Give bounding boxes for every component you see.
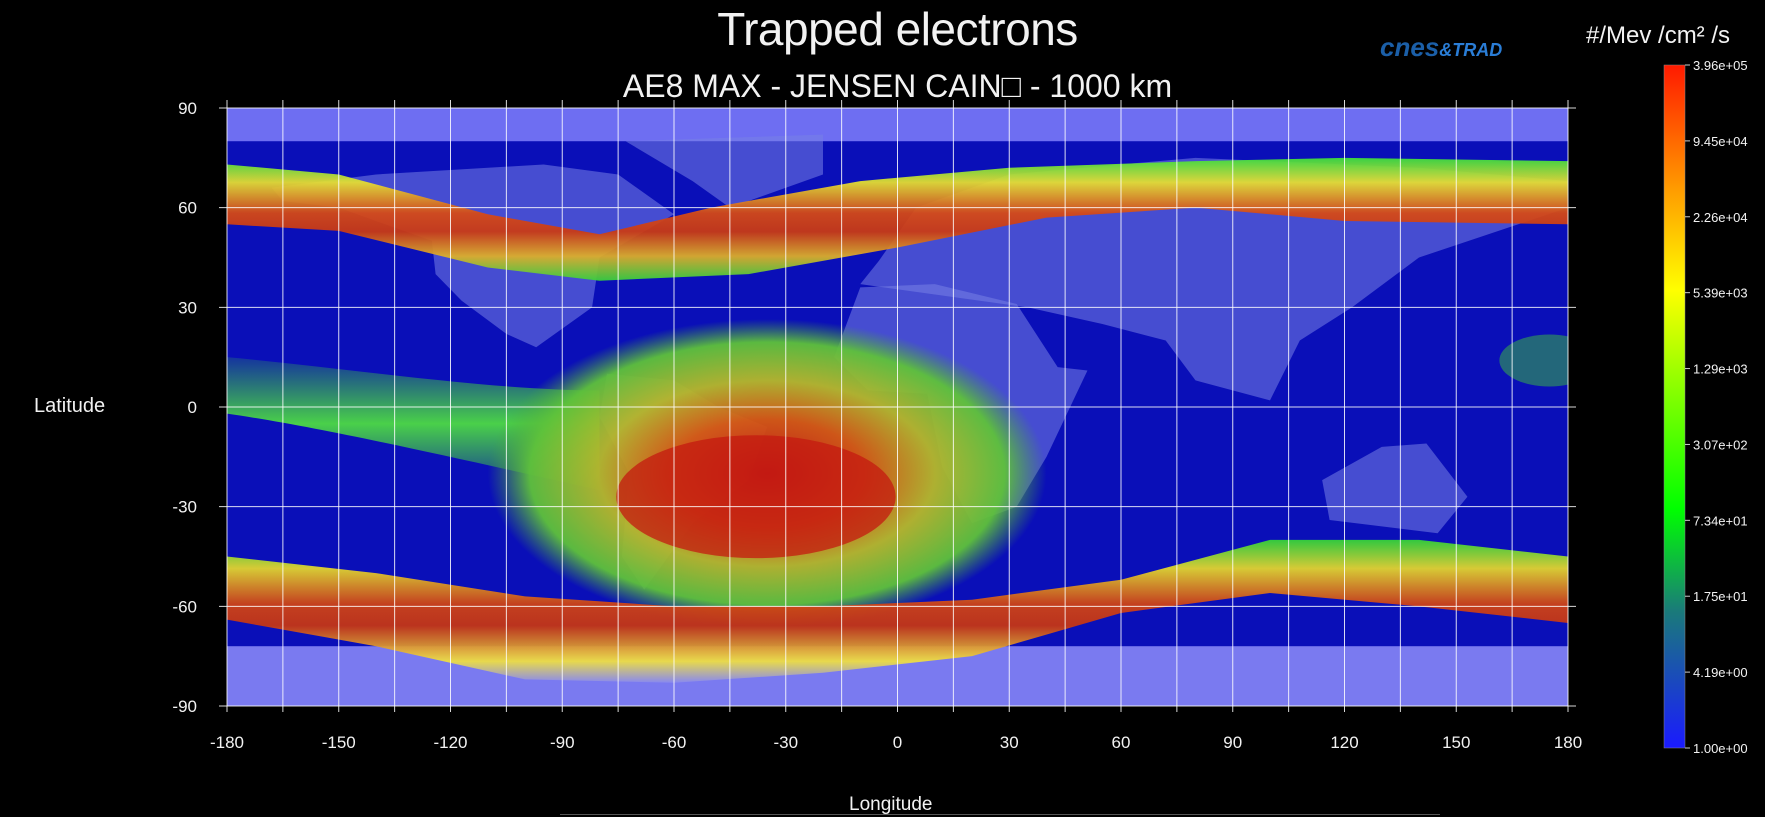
colorbar-unit: #/Mev /cm² /s <box>1586 22 1731 49</box>
x-tick-label: -180 <box>210 733 244 752</box>
saa-core <box>616 435 896 559</box>
x-tick-label: 30 <box>1000 733 1019 752</box>
colorbar-tick-label: 4.19e+00 <box>1693 665 1748 680</box>
y-tick-label: -90 <box>172 697 197 716</box>
y-tick-label: 30 <box>178 298 197 317</box>
colorbar-tick-label: 1.29e+03 <box>1693 362 1748 377</box>
cnes-logo: cnes&TRAD <box>1380 32 1502 63</box>
x-tick-label: -90 <box>550 733 575 752</box>
greenland-landmass <box>625 134 823 208</box>
y-tick-label: 0 <box>188 398 197 417</box>
west-pacific-flux-patch <box>1499 334 1568 387</box>
colorbar-tick-label: 3.96e+05 <box>1693 58 1748 73</box>
australia-landmass <box>1322 443 1468 534</box>
footer-divider <box>560 814 1440 815</box>
x-tick-label: -150 <box>322 733 356 752</box>
x-tick-label: -60 <box>662 733 687 752</box>
logo-suffix: &TRAD <box>1439 40 1503 60</box>
x-tick-label: 180 <box>1554 733 1582 752</box>
x-tick-label: 0 <box>893 733 902 752</box>
y-tick-label: -60 <box>172 597 197 616</box>
chart-title: Trapped electrons <box>717 3 1078 55</box>
grid <box>219 100 1576 712</box>
x-ticks: -180 -150 -120 -90 -60 -30 0 30 60 90 120 150 180 <box>210 733 1582 752</box>
y-tick-label: 90 <box>178 99 197 118</box>
colorbar-gradient <box>1663 64 1686 749</box>
x-tick-label: 60 <box>1112 733 1131 752</box>
colorbar-tick-label: 7.34e+01 <box>1693 513 1748 528</box>
colorbar-tick-label: 1.75e+01 <box>1693 589 1748 604</box>
colorbar-tick-label: 1.00e+00 <box>1693 741 1748 756</box>
x-tick-label: 120 <box>1330 733 1358 752</box>
colorbar-tick-label: 2.26e+04 <box>1693 210 1748 225</box>
x-tick-label: 150 <box>1442 733 1470 752</box>
colorbar-tick-label: 9.45e+04 <box>1693 134 1748 149</box>
y-ticks: 90 60 30 0 -30 -60 -90 <box>172 99 197 716</box>
chart-subtitle: AE8 MAX - JENSEN CAIN□ - 1000 km <box>622 68 1173 104</box>
y-tick-label: -30 <box>172 498 197 517</box>
x-tick-label: -120 <box>433 733 467 752</box>
x-tick-label: -30 <box>773 733 798 752</box>
colorbar-tick-label: 5.39e+03 <box>1693 286 1748 301</box>
x-tick-label: 90 <box>1223 733 1242 752</box>
colorbar-tick-label: 3.07e+02 <box>1693 437 1748 452</box>
y-axis-label: Latitude <box>34 395 106 417</box>
logo-text: cnes <box>1380 32 1440 62</box>
y-tick-label: 60 <box>178 199 197 218</box>
x-axis-label: Longitude <box>849 794 933 815</box>
colorbar: 3.96e+05 9.45e+04 2.26e+04 5.39e+03 1.29e+03… <box>1663 58 1748 756</box>
